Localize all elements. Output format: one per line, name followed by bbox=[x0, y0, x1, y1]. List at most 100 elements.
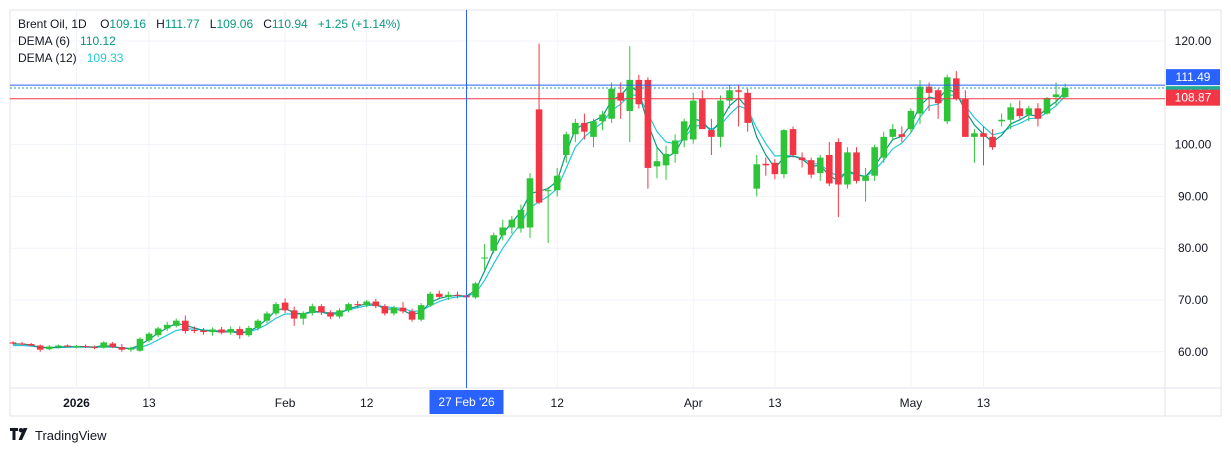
candle-body bbox=[989, 136, 996, 148]
candle-body bbox=[553, 175, 561, 191]
price-tick-label: 120.00 bbox=[1175, 34, 1212, 48]
candle-body bbox=[91, 347, 98, 349]
price-tick-label: 100.00 bbox=[1175, 138, 1212, 152]
candle-body bbox=[1025, 108, 1033, 115]
candle-body bbox=[109, 343, 117, 348]
crosshair-date-label: 27 Feb '26 bbox=[438, 395, 495, 409]
candle-body bbox=[680, 121, 688, 141]
candle-body bbox=[254, 320, 262, 328]
candle-body bbox=[281, 302, 289, 311]
candle-body bbox=[417, 305, 425, 320]
candle-body bbox=[980, 133, 987, 137]
candle-body bbox=[499, 227, 507, 236]
candle-body bbox=[236, 328, 244, 336]
candle-body bbox=[517, 209, 525, 229]
candle-body bbox=[182, 320, 189, 332]
time-tick-label: 13 bbox=[142, 396, 156, 410]
price-tick-label: 80.00 bbox=[1178, 241, 1208, 255]
candle-body bbox=[372, 301, 380, 307]
time-tick-label: Apr bbox=[684, 396, 703, 410]
candle-body bbox=[753, 164, 761, 189]
legend-dema12-row[interactable]: DEMA (12) 109.33 bbox=[18, 50, 400, 67]
candle-body bbox=[435, 293, 443, 297]
candle-body bbox=[73, 346, 80, 348]
candle-body bbox=[562, 134, 570, 155]
price-badge-label: 108.87 bbox=[1175, 91, 1212, 105]
candle-body bbox=[1016, 108, 1024, 117]
candle-body bbox=[200, 330, 207, 333]
price-tick-label: 60.00 bbox=[1178, 345, 1208, 359]
candle-body bbox=[363, 301, 371, 306]
time-axis[interactable]: 2026 13 Feb 12 12 Apr 13 May 13 bbox=[63, 396, 990, 410]
candle-body bbox=[925, 86, 933, 93]
candle-body bbox=[1061, 87, 1069, 98]
candle-body bbox=[9, 342, 17, 344]
candle-body bbox=[490, 235, 498, 251]
candle-body bbox=[889, 129, 897, 137]
candle-body bbox=[318, 306, 325, 313]
candle-body bbox=[454, 294, 461, 296]
candle-body bbox=[145, 333, 153, 341]
tradingview-wordmark: TradingView bbox=[35, 427, 107, 443]
tradingview-logo[interactable]: TradingView bbox=[10, 427, 107, 443]
candle-body bbox=[789, 129, 797, 155]
candle-body bbox=[218, 329, 225, 333]
chart-frame bbox=[9, 9, 1222, 417]
candle-body bbox=[445, 294, 452, 297]
candle-body bbox=[55, 345, 62, 347]
dema6-value: 110.12 bbox=[80, 34, 116, 48]
candle-body bbox=[780, 130, 788, 175]
time-tick-label: 13 bbox=[768, 396, 782, 410]
legend-ohlc-row: Brent Oil, 1D O109.16 H111.77 L109.06 C1… bbox=[18, 16, 400, 33]
time-tick-label: 13 bbox=[977, 396, 991, 410]
candles bbox=[9, 43, 1069, 352]
candle-body bbox=[726, 90, 733, 101]
candle-body bbox=[82, 346, 89, 348]
candle-body bbox=[962, 99, 969, 137]
legend-dema6-row[interactable]: DEMA (6) 110.12 bbox=[18, 33, 400, 50]
price-tick-label: 90.00 bbox=[1178, 189, 1208, 203]
crosshair: 27 Feb '26 bbox=[429, 10, 504, 414]
tradingview-logo-icon bbox=[10, 427, 30, 443]
candle-body bbox=[472, 283, 479, 298]
time-tick-label: 2026 bbox=[63, 396, 90, 410]
candle-body bbox=[898, 134, 906, 137]
candle-body bbox=[998, 119, 1005, 122]
candle-body bbox=[399, 307, 407, 312]
candle-body bbox=[826, 154, 833, 184]
candle-body bbox=[45, 346, 53, 350]
candle-body bbox=[100, 342, 107, 348]
price-badge-bg bbox=[1166, 69, 1220, 86]
candle-body bbox=[816, 157, 824, 174]
candle-body bbox=[717, 100, 724, 137]
candle-body bbox=[209, 329, 216, 333]
candle-body bbox=[862, 175, 869, 181]
candle-body bbox=[934, 90, 942, 104]
candle-body bbox=[771, 162, 779, 175]
change-value: +1.25 (+1.14%) bbox=[317, 17, 401, 31]
candle-body bbox=[807, 160, 815, 175]
open-label: O bbox=[100, 17, 110, 31]
candle-body bbox=[154, 328, 162, 336]
price-badge-bg bbox=[1166, 89, 1220, 106]
price-axis[interactable]: 60.0070.0080.0090.00100.00110.00120.0011… bbox=[1166, 34, 1220, 359]
candle-body bbox=[599, 114, 606, 122]
candle-body bbox=[481, 257, 488, 259]
candle-body bbox=[880, 136, 888, 158]
low-value: 109.06 bbox=[216, 17, 254, 31]
candle-body bbox=[916, 86, 924, 114]
candle-body bbox=[653, 161, 661, 167]
candle-body bbox=[1052, 94, 1060, 97]
candle-body bbox=[18, 343, 26, 345]
legend: Brent Oil, 1D O109.16 H111.77 L109.06 C1… bbox=[18, 16, 400, 67]
candle-body bbox=[336, 310, 343, 317]
candle-body bbox=[354, 304, 361, 306]
candle-body bbox=[590, 121, 597, 137]
symbol-label[interactable]: Brent Oil, 1D bbox=[18, 17, 87, 31]
candle-body bbox=[390, 307, 398, 314]
candle-body bbox=[608, 88, 615, 119]
candle-body bbox=[1007, 107, 1014, 120]
candle-body bbox=[762, 163, 770, 166]
candle-body bbox=[544, 190, 552, 192]
